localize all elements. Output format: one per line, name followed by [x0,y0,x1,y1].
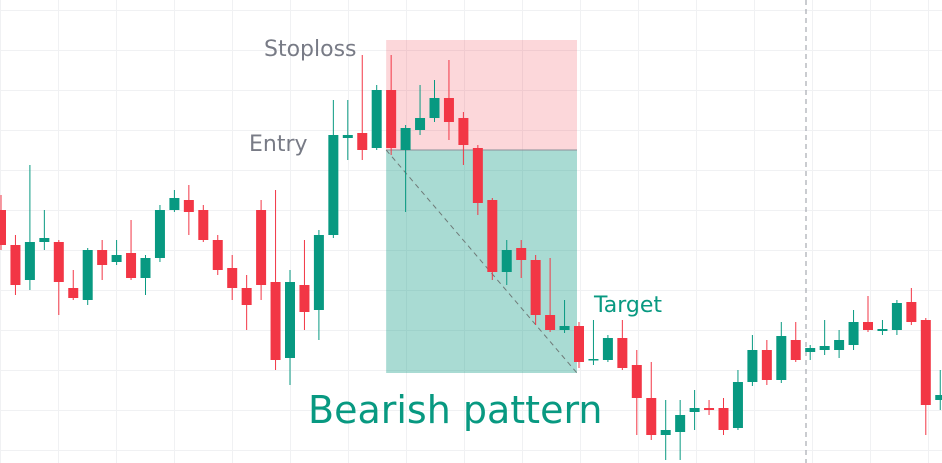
candle-body [97,250,108,265]
candle-body [82,250,93,300]
candle-body [400,128,411,150]
candle-body [675,415,686,432]
candle-body [68,288,79,298]
candle-body [212,240,223,270]
candle-body [805,348,816,352]
candle-body [429,98,440,118]
candle-body [646,398,657,435]
candle-body [357,133,368,150]
candle-body [415,118,426,130]
candle-body [819,346,830,350]
candle-body [386,90,397,148]
candle-body [53,242,64,282]
candle-body [501,250,512,272]
pattern-label: Bearish pattern [308,388,603,432]
candle-body [285,282,295,358]
candle-body [227,268,238,288]
candle-body [328,135,339,235]
candle-body [574,326,584,362]
candle-body [198,210,209,240]
candle-body [732,382,743,428]
candle-body [313,235,324,310]
candle-body [559,326,570,330]
candle-body [790,340,801,360]
candle-body [458,118,469,145]
candle-body [631,365,642,398]
candle-body [545,315,556,330]
candle-body [371,90,382,148]
candle-body [704,408,715,410]
candle-body [747,350,758,382]
stoploss-zone [386,40,577,150]
candle-body [906,302,917,322]
candle-body [776,336,787,380]
candle-body [530,260,541,315]
candle-body [472,148,483,203]
candle-body [299,285,310,312]
candle-body [111,255,122,262]
candle-body [241,288,252,305]
candle-body [140,258,151,278]
candle-body [126,253,137,278]
candle-body [24,242,35,280]
candle-body [183,200,194,212]
candle-body [154,210,165,258]
candle-body [588,359,599,361]
candle-body [169,198,180,210]
candle-body [877,329,888,331]
candle-body [660,430,671,435]
candle-body [834,340,845,350]
candle-body [0,210,6,245]
candle-body [487,200,498,272]
entry-label: Entry [249,132,308,157]
candle-body [718,408,729,430]
candle-body [761,350,772,380]
candle-body [863,322,873,330]
candle-body [516,248,527,260]
candle-body [270,282,281,360]
candle-body [689,408,700,412]
candle-body [617,338,628,368]
candle-body [443,98,454,122]
stoploss-label: Stoploss [264,37,357,62]
candle-body [39,238,50,242]
candle-body [342,135,353,138]
candle-body [920,320,931,405]
candle-body [256,210,267,285]
candle-body [935,395,942,400]
target-label: Target [593,293,662,318]
candle-body [10,245,21,285]
candle-body [848,322,859,345]
candle-body [602,338,613,360]
trend-line [385,149,578,374]
candle-body [891,303,902,330]
